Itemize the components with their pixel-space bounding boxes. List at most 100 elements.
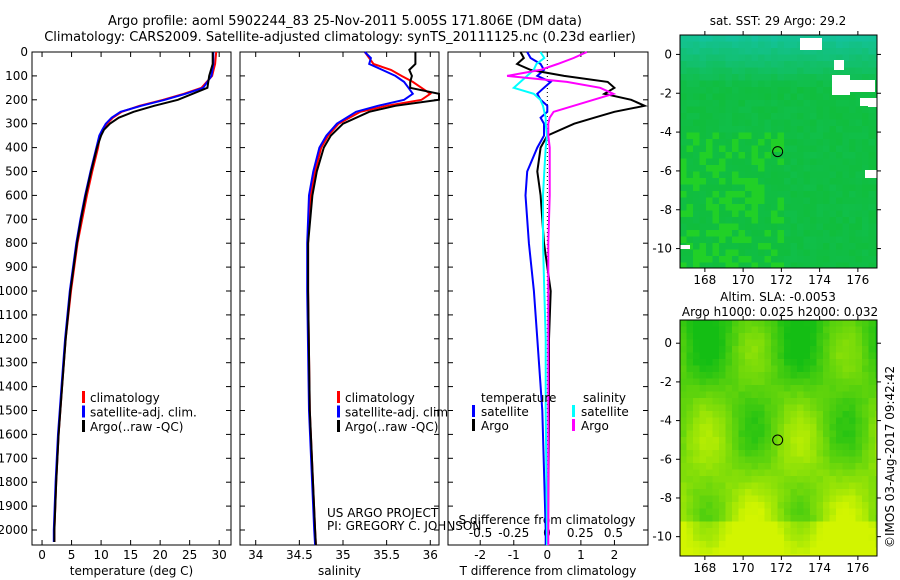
map-cell xyxy=(849,541,856,548)
map-cell xyxy=(699,326,707,334)
map-cell xyxy=(725,100,733,107)
map-cell xyxy=(712,450,720,457)
map-cell xyxy=(875,93,878,101)
map-cell xyxy=(764,158,772,166)
map-cell xyxy=(810,132,817,140)
map-cell xyxy=(790,456,798,464)
legend-label: Argo(..raw -QC) xyxy=(90,420,183,434)
map-cell xyxy=(790,54,798,62)
map-cell xyxy=(738,385,746,392)
map-cell xyxy=(823,333,830,340)
map-cell xyxy=(738,256,746,263)
map-cell xyxy=(823,126,830,133)
map-cell xyxy=(816,547,824,555)
map-cell xyxy=(686,385,694,392)
map-cell xyxy=(777,74,785,81)
map-cell xyxy=(862,469,869,477)
map-cell xyxy=(842,236,850,244)
map-cell xyxy=(849,126,856,133)
map-cell xyxy=(855,61,863,68)
map-cell xyxy=(745,495,752,503)
map-cell xyxy=(693,430,700,438)
map-cell xyxy=(751,320,759,327)
map-cell xyxy=(732,528,739,535)
map-cell xyxy=(797,489,804,496)
map-cell xyxy=(764,398,772,405)
map-cell xyxy=(810,262,817,269)
map-cell xyxy=(745,74,752,81)
map-cell xyxy=(699,204,707,211)
map-cell xyxy=(764,443,772,451)
map-cell xyxy=(842,165,850,172)
map-cell xyxy=(771,339,778,347)
map-cell xyxy=(829,333,837,340)
map-cell xyxy=(738,217,746,224)
map-cell xyxy=(699,158,707,166)
map-cell xyxy=(699,404,707,412)
map-cell xyxy=(777,554,785,557)
map-cell xyxy=(790,184,798,192)
map-cell xyxy=(790,256,798,263)
map-cell xyxy=(706,223,713,231)
map-cell xyxy=(758,508,765,516)
map-cell xyxy=(777,165,785,172)
map-cell xyxy=(842,528,850,535)
map-cell xyxy=(745,178,752,185)
map-cell xyxy=(719,204,726,211)
map-cell xyxy=(862,463,869,470)
x-tick-label: 5 xyxy=(68,548,76,562)
map-cell xyxy=(680,482,687,490)
map-cell xyxy=(738,391,746,399)
map-cell xyxy=(686,391,694,399)
map-cell xyxy=(855,165,863,172)
map-cell xyxy=(712,398,720,405)
map-cell xyxy=(680,48,687,55)
map-subtitle: Argo h1000: 0.025 h2000: 0.032 xyxy=(682,305,878,319)
map-cell xyxy=(699,41,707,49)
map-cell xyxy=(784,502,791,509)
map-cell xyxy=(771,249,778,257)
map-cell xyxy=(712,417,720,425)
map-cell xyxy=(816,450,824,457)
series-line-s-satellite xyxy=(511,51,549,546)
map-cell xyxy=(758,61,765,68)
lat-tick-label: -10 xyxy=(652,242,672,256)
map-cell xyxy=(829,372,837,379)
map-cell xyxy=(842,178,850,185)
map-cell xyxy=(797,48,804,55)
map-cell xyxy=(771,541,778,548)
map-cell xyxy=(803,165,811,172)
map-cell xyxy=(862,152,869,159)
map-cell xyxy=(693,48,700,55)
map-cell xyxy=(764,249,772,257)
map-cell xyxy=(764,528,772,535)
map-cell xyxy=(725,178,733,185)
depth-tick-label: 2000 xyxy=(0,523,28,537)
lat-tick-label: -8 xyxy=(660,491,672,505)
map-cell xyxy=(777,456,785,464)
map-cell xyxy=(764,191,772,198)
map-cell xyxy=(712,158,720,166)
series-line-argo-raw-qc- xyxy=(307,52,440,546)
map-cell xyxy=(764,320,772,327)
map-cell xyxy=(732,191,739,198)
map-cell xyxy=(758,554,765,557)
map-cell xyxy=(719,61,726,68)
map-cell xyxy=(790,339,798,347)
map-cell xyxy=(725,398,733,405)
map-cell xyxy=(784,158,791,166)
map-cell xyxy=(810,508,817,516)
map-cell xyxy=(777,489,785,496)
map-cell xyxy=(829,320,837,327)
map-cell xyxy=(706,249,713,257)
map-cell xyxy=(732,346,739,353)
map-cell xyxy=(738,411,746,418)
map-cell xyxy=(751,93,759,101)
map-cell xyxy=(680,106,687,114)
map-cell xyxy=(836,333,843,340)
map-cell xyxy=(842,463,850,470)
x-tick-label: 35.5 xyxy=(373,548,400,562)
map-cell xyxy=(862,482,869,490)
map-cell xyxy=(784,132,791,140)
map-cell xyxy=(745,61,752,68)
